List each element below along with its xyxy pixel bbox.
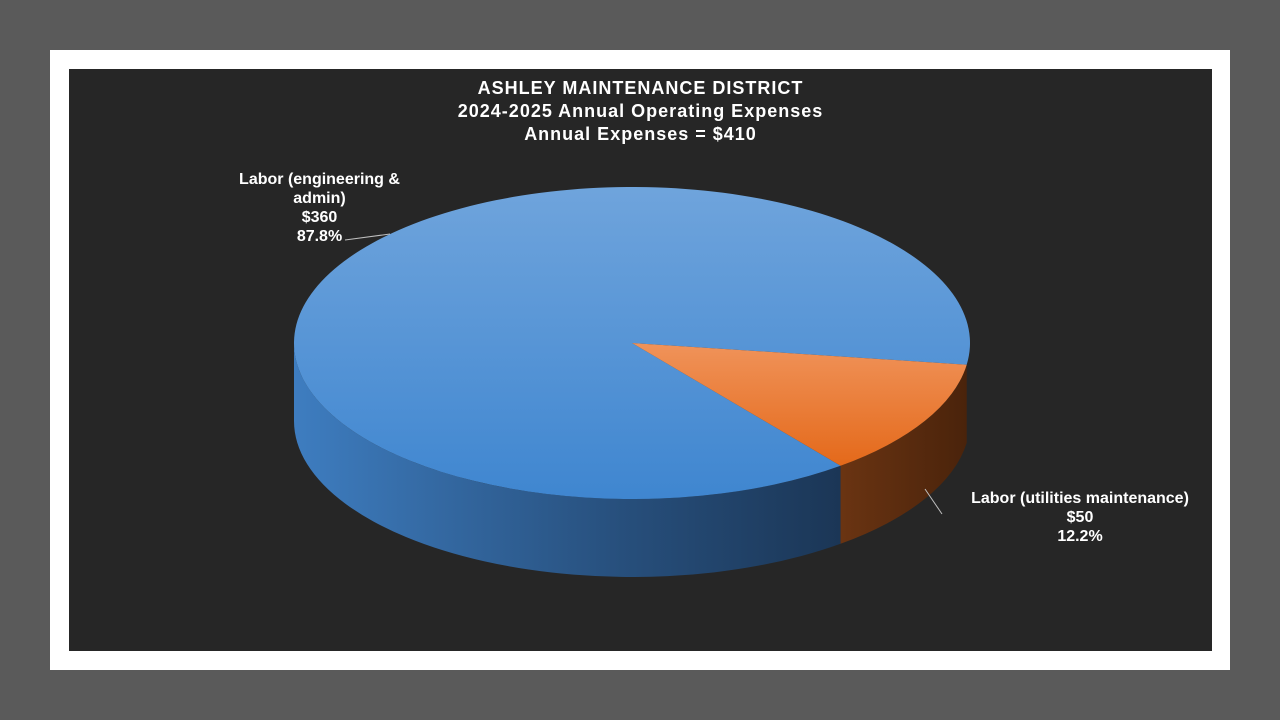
slice-percent-utilities: 12.2% bbox=[1057, 528, 1103, 545]
slice-percent-engineering-admin: 87.8% bbox=[296, 228, 343, 245]
leader-line-utilities bbox=[924, 488, 943, 515]
slice-label-engineering-admin: Labor (engineering & admin) $360 87.8% bbox=[222, 170, 417, 246]
chart-subtitle-total: Annual Expenses = $410 bbox=[524, 124, 757, 144]
chart-subtitle: 2024-2025 Annual Operating Expenses bbox=[457, 101, 824, 121]
slice-engineering-admin bbox=[293, 187, 970, 500]
slice-side-engineering-admin bbox=[294, 343, 841, 578]
slice-value-engineering-admin: $360 bbox=[301, 209, 338, 226]
slice-label-utilities: Labor (utilities maintenance) $50 12.2% bbox=[950, 489, 1210, 546]
slice-utilities bbox=[632, 343, 967, 466]
leader-line-engineering-admin bbox=[344, 233, 391, 241]
slice-side-utilities bbox=[840, 364, 967, 544]
slice-label-engineering-admin-line2: admin) bbox=[293, 190, 346, 207]
slice-value-utilities: $50 bbox=[1066, 509, 1094, 526]
chart-title: ASHLEY MAINTENANCE DISTRICT bbox=[477, 78, 804, 98]
slice-label-engineering-admin-line1: Labor (engineering & bbox=[239, 171, 400, 188]
slice-label-utilities-line1: Labor (utilities maintenance) bbox=[971, 490, 1189, 507]
